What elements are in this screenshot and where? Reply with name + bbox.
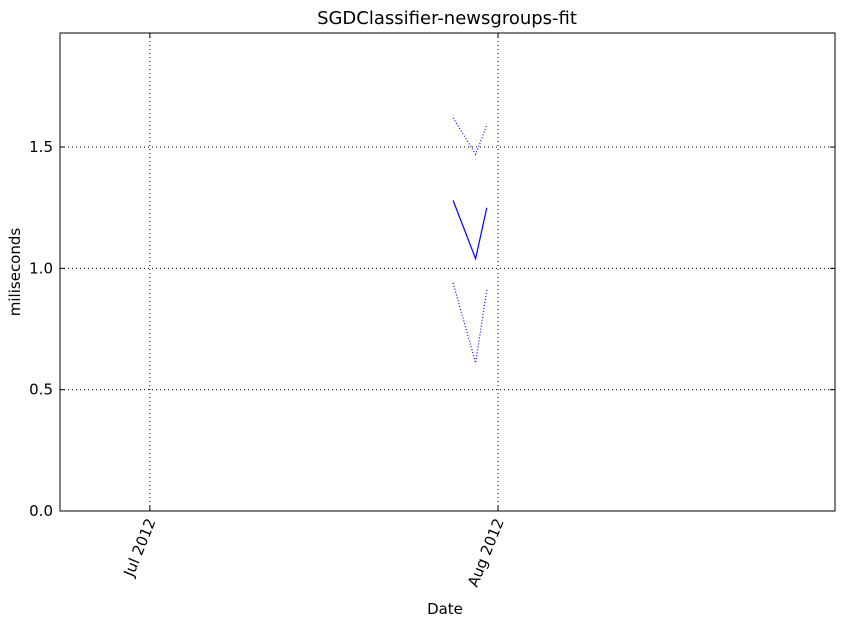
plot-frame: [59, 32, 836, 512]
y-tick-label-3: 1.5: [29, 138, 53, 156]
y-tick-label-0: 0.0: [29, 502, 53, 520]
y-axis-label: miliseconds: [6, 228, 24, 317]
series-layer: [452, 117, 488, 364]
x-tick-label-0: Jul 2012: [120, 516, 160, 580]
series-line-bound-0: [452, 117, 488, 156]
series-line-bound-2: [452, 282, 488, 364]
x-tick-label-1: Aug 2012: [464, 516, 508, 590]
y-tick-label-2: 1.0: [29, 259, 53, 277]
y-tick-label-1: 0.5: [29, 381, 53, 399]
axis-ticks: 0.0 0.5 1.0 1.5 Jul 2012 Aug 2012: [29, 33, 835, 589]
chart-title: SGDClassifier-newsgroups-fit: [317, 8, 577, 29]
series-line-median: [452, 200, 488, 261]
x-axis-label: Date: [427, 600, 463, 618]
grid: [60, 33, 835, 512]
